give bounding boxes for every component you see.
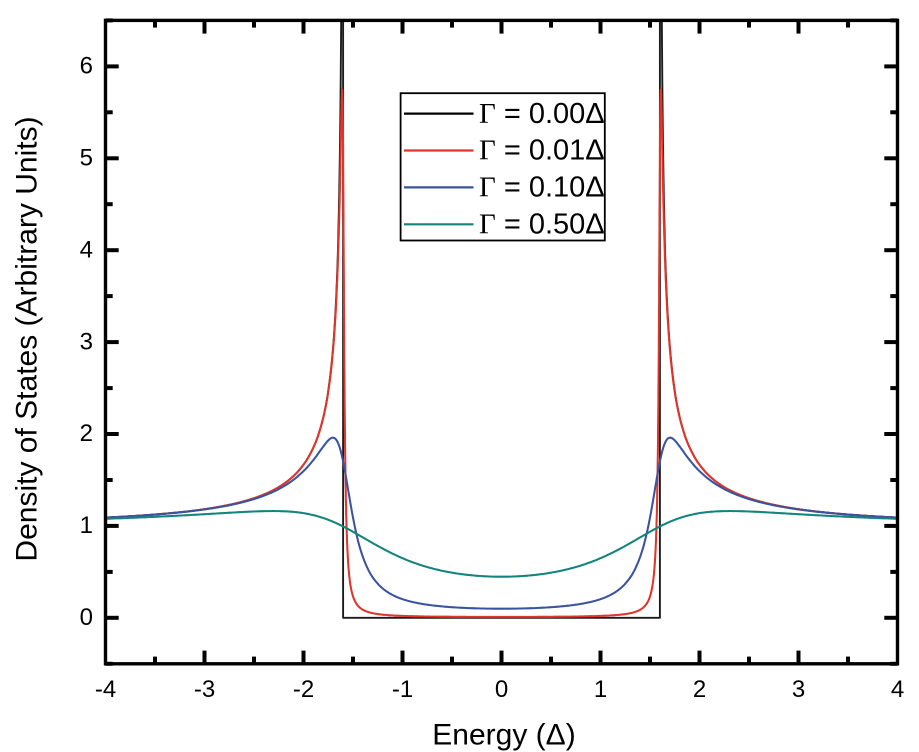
svg-text:1: 1 (594, 676, 607, 703)
svg-text:2: 2 (80, 420, 93, 447)
svg-text:4: 4 (80, 236, 93, 263)
svg-text:-4: -4 (95, 676, 116, 703)
svg-text:6: 6 (80, 53, 93, 80)
svg-text:2: 2 (693, 676, 706, 703)
svg-text:3: 3 (792, 676, 805, 703)
svg-text:0: 0 (80, 604, 93, 631)
svg-text:1: 1 (80, 512, 93, 539)
svg-text:4: 4 (891, 676, 904, 703)
svg-text:Γ = 0.10Δ: Γ = 0.10Δ (479, 172, 605, 204)
svg-text:0: 0 (495, 676, 508, 703)
svg-text:Γ = 0.01Δ: Γ = 0.01Δ (479, 135, 605, 167)
svg-text:Energy (Δ): Energy (Δ) (432, 719, 575, 752)
svg-text:-2: -2 (293, 676, 314, 703)
svg-text:3: 3 (80, 328, 93, 355)
svg-text:-1: -1 (392, 676, 413, 703)
svg-text:-3: -3 (194, 676, 215, 703)
svg-text:Density of States (Arbitrary U: Density of States (Arbitrary Units) (11, 116, 44, 561)
svg-text:5: 5 (80, 145, 93, 172)
svg-text:Γ = 0.00Δ: Γ = 0.00Δ (479, 98, 605, 130)
svg-text:Γ = 0.50Δ: Γ = 0.50Δ (479, 209, 605, 241)
